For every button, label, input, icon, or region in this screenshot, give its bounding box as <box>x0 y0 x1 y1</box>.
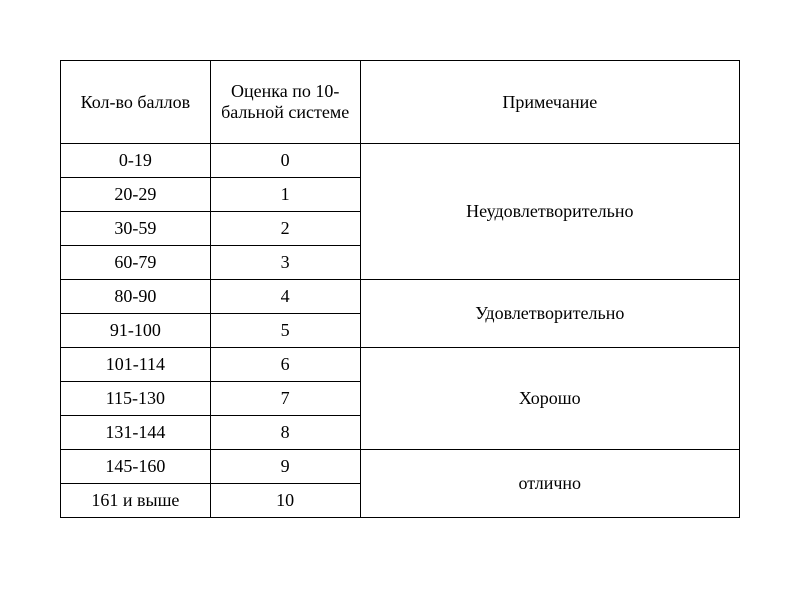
cell-grade: 0 <box>210 144 360 178</box>
cell-points: 80-90 <box>61 280 211 314</box>
cell-grade: 9 <box>210 450 360 484</box>
cell-points: 91-100 <box>61 314 211 348</box>
table-row: 101-114 6 Хорошо <box>61 348 740 382</box>
table-row: 145-160 9 отлично <box>61 450 740 484</box>
cell-points: 101-114 <box>61 348 211 382</box>
cell-points: 131-144 <box>61 416 211 450</box>
cell-points: 145-160 <box>61 450 211 484</box>
cell-grade: 2 <box>210 212 360 246</box>
cell-note: Хорошо <box>360 348 739 450</box>
cell-points: 20-29 <box>61 178 211 212</box>
cell-grade: 7 <box>210 382 360 416</box>
cell-grade: 3 <box>210 246 360 280</box>
cell-grade: 6 <box>210 348 360 382</box>
cell-grade: 8 <box>210 416 360 450</box>
header-grade: Оценка по 10-бальной системе <box>210 61 360 144</box>
table-row: 0-19 0 Неудовлетворительно <box>61 144 740 178</box>
cell-note: отлично <box>360 450 739 518</box>
cell-points: 30-59 <box>61 212 211 246</box>
cell-grade: 1 <box>210 178 360 212</box>
cell-points: 60-79 <box>61 246 211 280</box>
cell-note: Удовлетворительно <box>360 280 739 348</box>
header-points: Кол-во баллов <box>61 61 211 144</box>
grading-table: Кол-во баллов Оценка по 10-бальной систе… <box>60 60 740 518</box>
cell-note: Неудовлетворительно <box>360 144 739 280</box>
cell-grade: 4 <box>210 280 360 314</box>
cell-points: 115-130 <box>61 382 211 416</box>
cell-grade: 10 <box>210 484 360 518</box>
header-note: Примечание <box>360 61 739 144</box>
cell-points: 0-19 <box>61 144 211 178</box>
cell-points: 161 и выше <box>61 484 211 518</box>
header-row: Кол-во баллов Оценка по 10-бальной систе… <box>61 61 740 144</box>
cell-grade: 5 <box>210 314 360 348</box>
table-row: 80-90 4 Удовлетворительно <box>61 280 740 314</box>
